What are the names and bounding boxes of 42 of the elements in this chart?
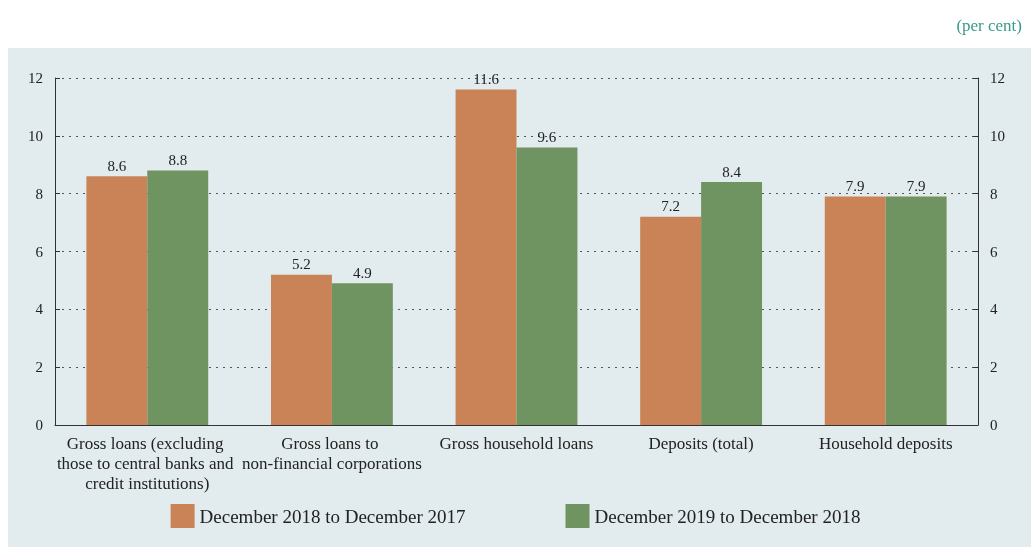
legend-label: December 2018 to December 2017 xyxy=(199,505,466,527)
bar xyxy=(455,89,517,425)
bar xyxy=(516,147,578,425)
bar xyxy=(270,274,332,425)
x-tick-label: Deposits (total) xyxy=(648,433,754,453)
data-label: 8.8 xyxy=(168,152,188,169)
data-label: 8.4 xyxy=(722,163,742,180)
x-tick-label: Gross loans to non-financial corporations xyxy=(241,433,422,473)
y2-tick-label: 4 xyxy=(990,301,998,318)
y-tick-label: 0 xyxy=(35,417,43,433)
y-tick-label: 4 xyxy=(35,301,44,318)
data-label: 7.9 xyxy=(845,178,865,195)
x-tick-label: Household deposits xyxy=(818,433,953,453)
data-label: 7.9 xyxy=(906,178,926,195)
y2-tick-label: 12 xyxy=(990,70,1005,86)
y-tick-label: 10 xyxy=(28,127,43,144)
data-label: 11.6 xyxy=(473,71,500,88)
bar xyxy=(86,176,148,425)
data-label: 8.6 xyxy=(107,157,127,174)
data-label: 5.2 xyxy=(292,256,311,273)
y-tick-label: 6 xyxy=(35,243,44,260)
y-tick-label: 8 xyxy=(35,185,43,202)
y-tick-label: 12 xyxy=(28,70,43,86)
data-label: 4.9 xyxy=(352,264,372,281)
data-label: 9.6 xyxy=(537,128,557,145)
bar xyxy=(147,170,209,425)
bar xyxy=(885,196,947,425)
legend-label: December 2019 to December 2018 xyxy=(594,505,861,527)
data-label: 7.2 xyxy=(661,198,681,215)
x-tick-label: Gross loans (excluding those to central banks and credit institutions) xyxy=(56,433,238,493)
y2-tick-label: 0 xyxy=(990,417,998,433)
y2-tick-label: 2 xyxy=(990,359,998,376)
bar xyxy=(331,283,393,425)
y2-tick-label: 10 xyxy=(990,127,1005,144)
bar xyxy=(701,182,763,425)
bar xyxy=(824,196,886,425)
bar xyxy=(640,216,702,425)
x-tick-label: Gross household loans xyxy=(439,433,594,453)
y2-tick-label: 8 xyxy=(990,185,998,202)
y2-tick-label: 6 xyxy=(990,243,998,260)
y-tick-label: 2 xyxy=(35,359,43,376)
text: (per cent) xyxy=(956,16,1022,35)
